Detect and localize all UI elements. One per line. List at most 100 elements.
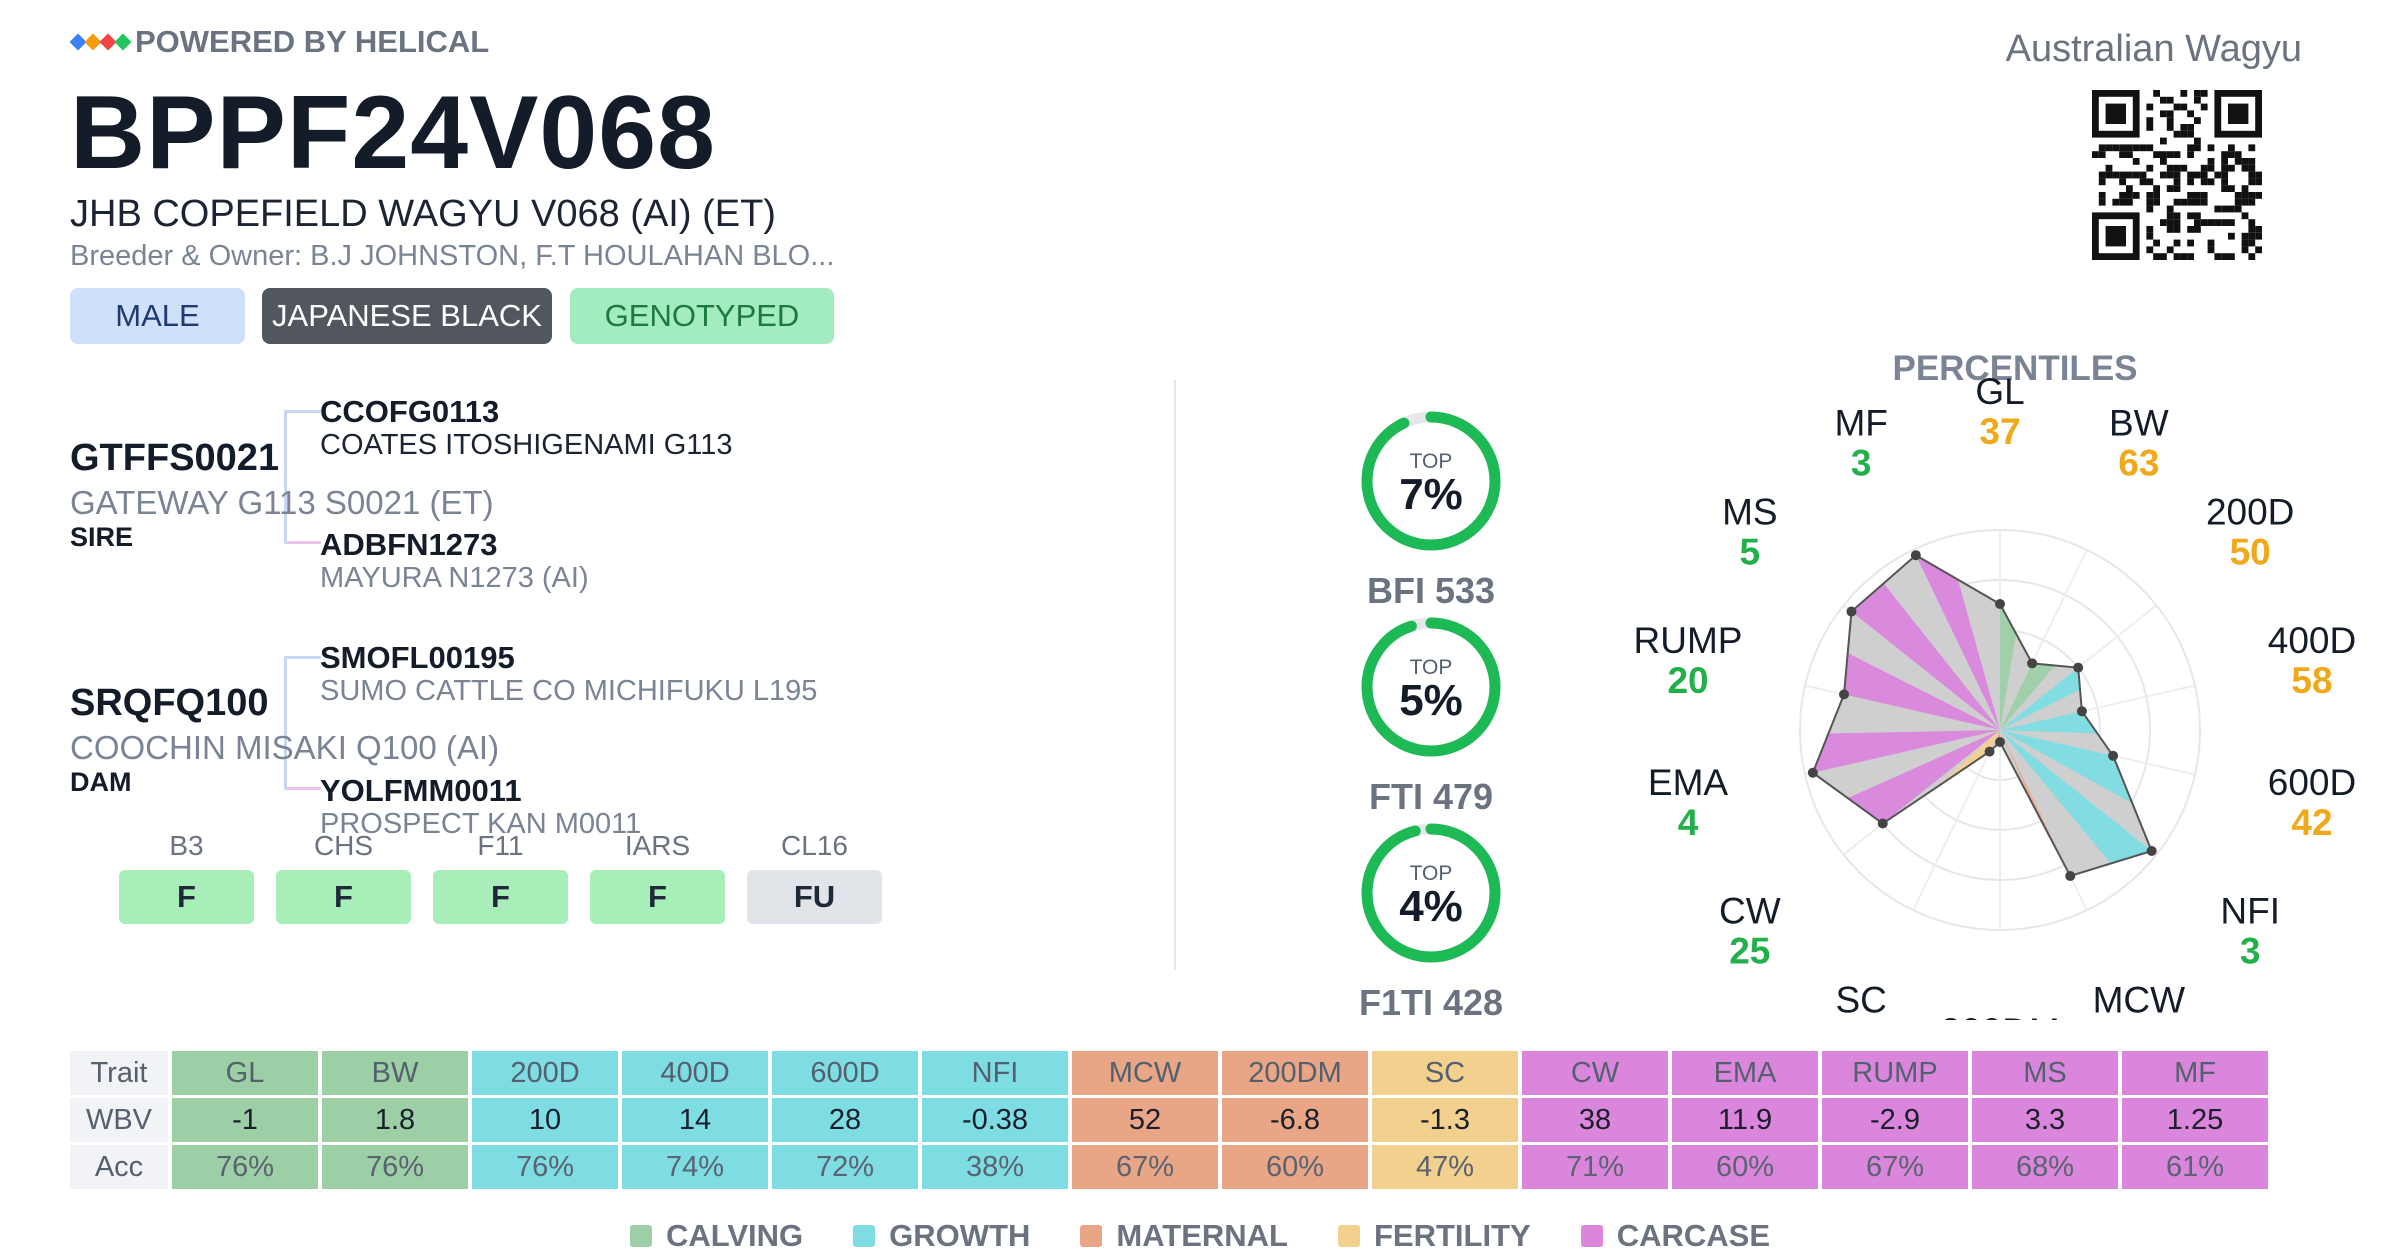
radar-trait-wedge [2000,667,2081,730]
wbv-cell: -6.8 [1222,1098,1368,1142]
dam-sire-id[interactable]: SMOFL00195 [320,640,515,675]
radar-trait-label: MS [1722,491,1778,532]
breeder-owner: Breeder & Owner: B.J JOHNSTON, F.T HOULA… [70,240,835,272]
condition-label: B3 [169,830,204,861]
legend-swatch [1580,1225,1603,1247]
trait-header-cell: GL [172,1051,318,1095]
wbv-cell: 10 [472,1098,618,1142]
registration-number: BPPF24V068 [70,75,716,191]
index-ring-fti: TOP 5% [1361,617,1501,757]
radar-trait-value: 58 [2291,660,2332,701]
radar-point [2076,706,2087,717]
wbv-cell: -0.38 [922,1098,1068,1142]
dam-sire-name: SUMO CATTLE CO MICHIFUKU L195 [320,675,818,707]
radar-trait-label: BW [2109,403,2169,444]
trait-header-cell: BW [322,1051,468,1095]
radar-trait-label: 400D [2268,620,2356,661]
radar-spoke [1912,549,2001,731]
wbv-cell: -1.3 [1372,1098,1518,1142]
legend-item-growth: GROWTH [853,1218,1030,1254]
ring-percent: 5% [1399,676,1463,725]
wbv-cell: 38 [1522,1098,1668,1142]
radar-trait-value: 20 [1667,660,1708,701]
dam-dam-id[interactable]: YOLFMM0011 [320,773,522,808]
legend-swatch [1080,1225,1103,1247]
radar-trait-label: CW [1719,891,1781,932]
radar-trait-wedge [1844,652,2000,730]
trait-header-cell: 200D [472,1051,618,1095]
accuracy-cell: 76% [172,1145,318,1189]
sire-sire-id[interactable]: CCOFG0113 [320,394,500,429]
dam-id[interactable]: SRQFQ100 [70,682,269,724]
trait-header-cell: NFI [922,1051,1068,1095]
index-label: FTI 479 [1368,776,1494,817]
qr-code-icon[interactable] [2092,90,2262,260]
accuracy-cell: 67% [1072,1145,1218,1189]
index-label: BFI 533 [1366,570,1496,611]
radar-trait-wedge [1915,555,2000,730]
accuracy-cell: 67% [1822,1145,1968,1189]
radar-trait-value: 42 [2291,802,2332,843]
radar-trait-value: 5 [1740,531,1761,572]
powered-by-label: POWERED BY HELICAL [135,24,490,59]
legend-item-carcase: CARCASE [1580,1218,1771,1254]
radar-trait-value: 19 [2118,1019,2159,1020]
wbv-cell: 14 [622,1098,768,1142]
radar-trait-label: MCW [2093,979,2186,1020]
radar-point [1839,689,1850,700]
radar-trait-wedge [2000,663,2056,730]
sire-name: GATEWAY G113 S0021 (ET) [70,484,494,521]
radar-trait-label: NFI [2220,891,2280,932]
helical-logo-icon [69,33,132,51]
accuracy-cell: 76% [322,1145,468,1189]
radar-point [2065,870,2076,881]
accuracy-cell: 47% [1372,1145,1518,1189]
trait-header-cell: 600D [772,1051,918,1095]
radar-point [1910,550,1921,561]
condition-status: FU [747,870,882,924]
radar-trait-wedge [1851,583,2000,730]
wbv-cell: 1.8 [322,1098,468,1142]
radar-trait-value: 3 [2240,931,2261,972]
sire-role-label: SIRE [70,522,134,552]
radar-trait-value: 4 [1678,802,1699,843]
legend-label: CARCASE [1616,1218,1771,1253]
section-divider [1174,380,1176,970]
radar-point [2146,845,2157,856]
wbv-cell: 3.3 [1972,1098,2118,1142]
trait-header-cell: RUMP [1822,1051,1968,1095]
row-label: Acc [70,1145,168,1189]
wbv-cell: 1.25 [2122,1098,2268,1142]
legend-label: MATERNAL [1116,1218,1288,1253]
accuracy-cell: 74% [622,1145,768,1189]
sire-id[interactable]: GTFFS0021 [70,437,280,479]
radar-point [1995,737,2005,747]
breed-society: Australian Wagyu [2005,28,2302,70]
radar-trait-wedge [2000,730,2071,876]
radar-trait-value: 3 [1851,443,1872,484]
radar-point [2073,662,2084,673]
ebv-table: Trait GL BW 200D 400D 600D NFI MCW 200DM SC CW EMA R… [66,1048,2272,1192]
pedigree-connector [284,656,321,790]
dam-role-label: DAM [70,767,132,797]
trait-header-cell: 400D [622,1051,768,1095]
condition-status: F [590,870,725,924]
radar-trait-value: 25 [1729,931,1770,972]
row-label: WBV [70,1098,168,1142]
radar-point [1846,606,1857,617]
accuracy-cell: 71% [1522,1145,1668,1189]
condition-label: CL16 [781,830,848,861]
radar-trait-wedge [1847,730,2000,824]
radar-trait-label: RUMP [1634,620,1743,661]
wbv-cell: 28 [772,1098,918,1142]
radar-trait-label: SC [1835,979,1886,1020]
index-label: F1TI 428 [1358,982,1504,1023]
condition-status: F [119,870,254,924]
sire-dam-id[interactable]: ADBFN1273 [320,527,498,562]
wbv-cell: -1 [172,1098,318,1142]
accuracy-cell: 60% [1222,1145,1368,1189]
index-ring-f1ti: TOP 4% [1361,823,1501,963]
accuracy-cell: 61% [2122,1145,2268,1189]
index-ring-bfi: TOP 7% [1361,411,1501,551]
